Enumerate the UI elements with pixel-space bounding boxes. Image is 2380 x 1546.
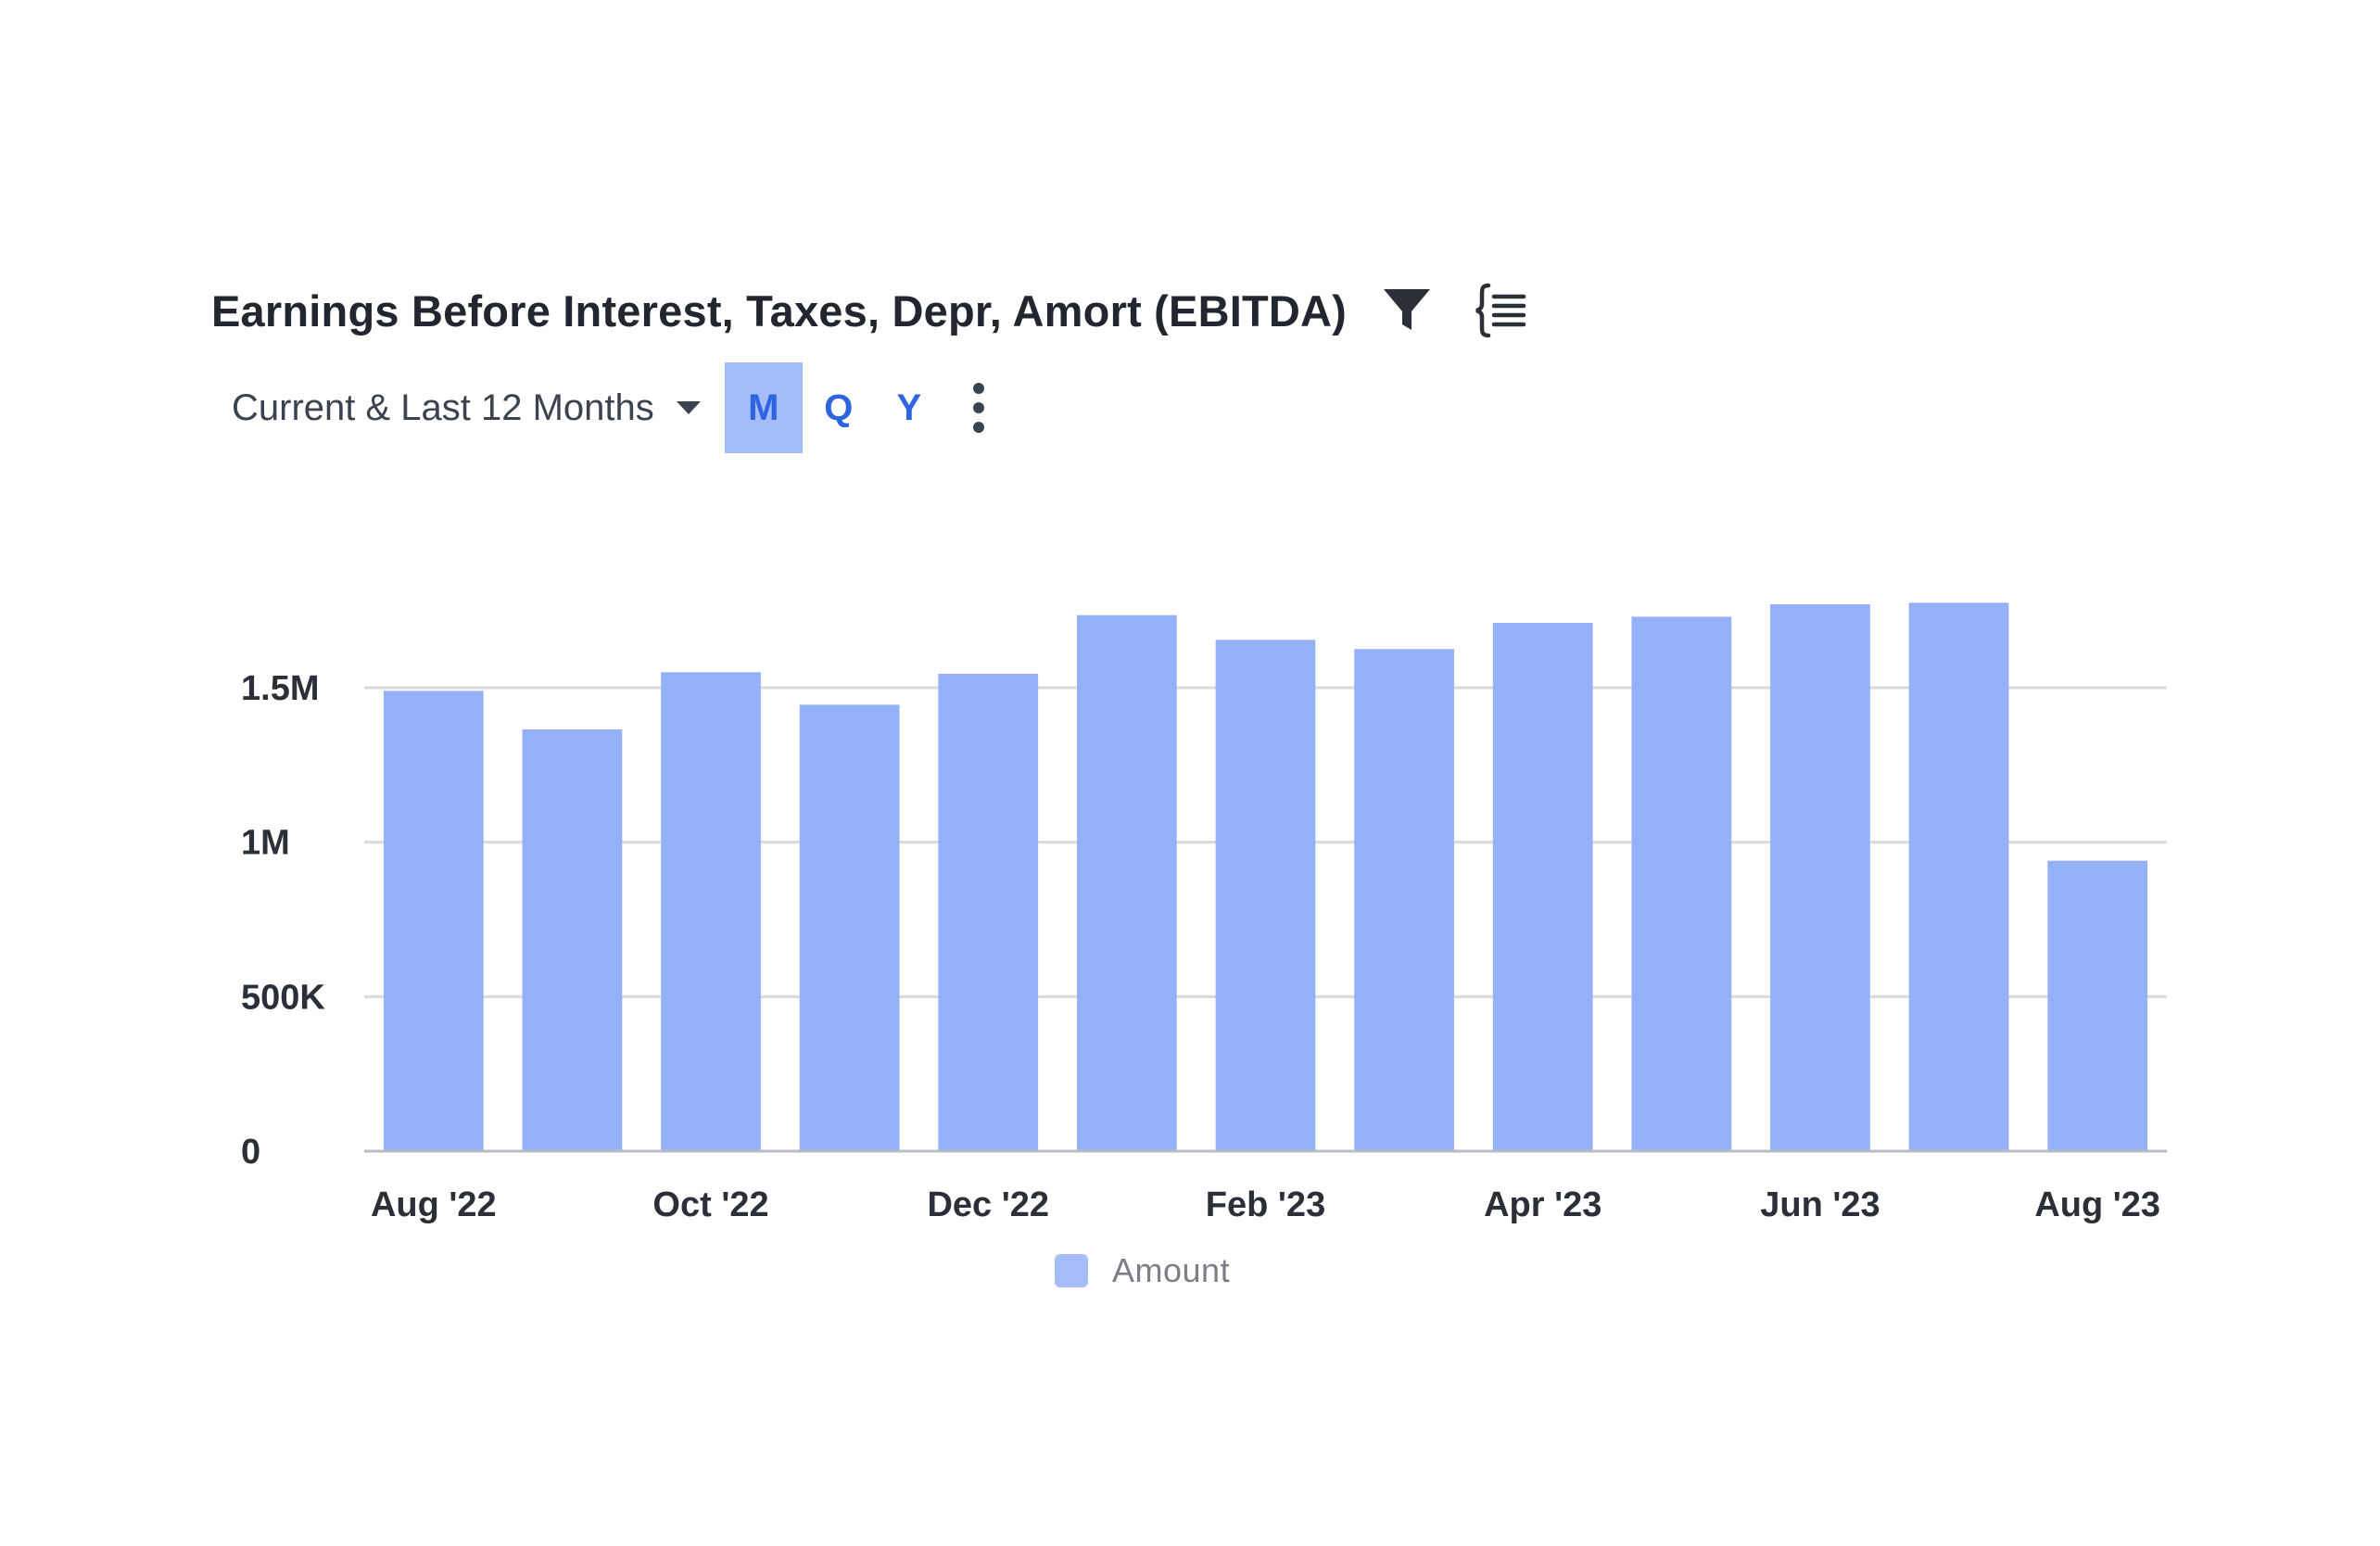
bar[interactable] xyxy=(1077,615,1177,1151)
bar[interactable] xyxy=(522,729,623,1151)
x-tick-label: Dec '22 xyxy=(927,1185,1049,1224)
bar[interactable] xyxy=(1770,604,1870,1151)
x-tick-label: Jun '23 xyxy=(1760,1185,1880,1224)
bar[interactable] xyxy=(1908,602,2009,1151)
chart-header: Earnings Before Interest, Taxes, Depr, A… xyxy=(211,278,1534,343)
tick-labels: 0 500K 1M 1.5M Aug '22 Oct '22 Dec '22 Feb '23 A… xyxy=(241,669,2160,1224)
y-tick-label: 1.5M xyxy=(241,669,319,708)
date-range-select[interactable]: Current & Last 12 Months xyxy=(232,387,703,429)
bar[interactable] xyxy=(938,674,1039,1151)
filter-icon[interactable] xyxy=(1374,278,1439,343)
x-tick-label: Apr '23 xyxy=(1484,1185,1601,1224)
chart-legend[interactable]: Amount xyxy=(1055,1251,1230,1290)
period-year-button[interactable]: Y xyxy=(896,386,922,428)
caret-down-icon xyxy=(675,399,703,417)
chart-title: Earnings Before Interest, Taxes, Depr, A… xyxy=(211,285,1348,336)
bar[interactable] xyxy=(383,691,484,1151)
period-month-button[interactable]: M xyxy=(724,362,803,453)
legend-label: Amount xyxy=(1112,1251,1231,1289)
vertical-ellipsis-icon[interactable] xyxy=(953,362,1005,453)
bar[interactable] xyxy=(1492,623,1593,1151)
y-tick-label: 0 xyxy=(241,1133,260,1172)
bars xyxy=(383,602,2148,1151)
x-tick-label: Oct '22 xyxy=(652,1185,768,1224)
date-range-label: Current & Last 12 Months xyxy=(232,386,654,428)
y-tick-label: 1M xyxy=(241,824,290,863)
x-tick-label: Aug '22 xyxy=(371,1185,497,1224)
x-tick-label: Aug '23 xyxy=(2034,1185,2160,1224)
y-tick-label: 500K xyxy=(241,978,325,1017)
bar[interactable] xyxy=(1631,616,1732,1151)
period-quarter-button[interactable]: Q xyxy=(824,386,854,428)
bar[interactable] xyxy=(799,704,900,1151)
x-tick-label: Feb '23 xyxy=(1206,1185,1325,1224)
legend-swatch xyxy=(1055,1254,1088,1287)
bar[interactable] xyxy=(661,672,761,1151)
bar[interactable] xyxy=(1215,640,1316,1151)
list-bracket-icon[interactable] xyxy=(1469,278,1534,343)
chart-controls: Current & Last 12 Months M Q Y xyxy=(232,361,1005,454)
bar[interactable] xyxy=(2047,860,2148,1151)
bar[interactable] xyxy=(1354,649,1454,1151)
